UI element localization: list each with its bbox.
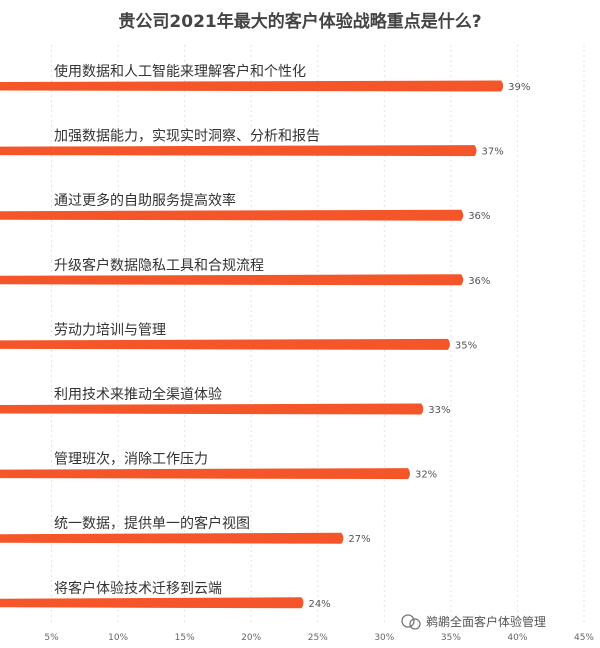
data-label: 36% <box>468 211 490 222</box>
category-label: 使用数据和人工智能来理解客户和个性化 <box>54 63 306 80</box>
category-label: 劳动力培训与管理 <box>54 322 166 338</box>
x-tick-label: 25% <box>308 633 328 643</box>
category-label: 将客户体验技术迁移到云端 <box>54 580 222 597</box>
category-label: 升级客户数据隐私工具和合规流程 <box>54 257 264 274</box>
bar <box>0 145 477 157</box>
grid <box>51 45 585 625</box>
bar <box>0 532 344 544</box>
wechat-icon <box>401 614 421 630</box>
x-tick-label: 20% <box>241 633 261 643</box>
data-label: 27% <box>348 534 370 545</box>
watermark: 鹈鹕全面客户体验管理 <box>401 614 546 630</box>
x-tick-label: 40% <box>507 633 527 643</box>
bar <box>0 80 504 92</box>
data-label: 36% <box>468 276 490 287</box>
bar <box>0 597 304 609</box>
data-label: 32% <box>415 470 437 481</box>
bar <box>0 338 450 350</box>
chart-title: 贵公司2021年最大的客户体验战略重点是什么? <box>118 11 481 32</box>
x-tick-label: 30% <box>374 633 394 643</box>
bar <box>0 274 464 286</box>
watermark-text: 鹈鹕全面客户体验管理 <box>426 614 546 629</box>
bar <box>0 209 464 221</box>
category-label: 利用技术来推动全渠道体验 <box>54 386 222 403</box>
category-label: 加强数据能力，实现实时洞察、分析和报告 <box>54 128 320 145</box>
data-label: 24% <box>308 599 330 610</box>
bar <box>0 468 410 480</box>
bars: 使用数据和人工智能来理解客户和个性化 39% 加强数据能力，实现实时洞察、分析和报告… <box>0 63 530 610</box>
x-tick-label: 5% <box>44 633 59 643</box>
x-tick-label: 45% <box>574 633 594 643</box>
data-label: 39% <box>508 82 530 93</box>
data-label: 33% <box>428 405 450 416</box>
category-label: 管理班次，消除工作压力 <box>54 452 208 468</box>
category-label: 统一数据，提供单一的客户视图 <box>54 515 250 532</box>
x-tick-label: 10% <box>108 633 128 643</box>
x-axis-ticks: 5% 10% 15% 20% 25% 30% 35% 40% 45% <box>44 633 594 643</box>
data-label: 35% <box>455 340 477 351</box>
category-label: 通过更多的自助服务提高效率 <box>54 192 236 209</box>
x-tick-label: 35% <box>441 633 461 643</box>
x-tick-label: 15% <box>175 633 195 643</box>
bar <box>0 403 424 415</box>
data-label: 37% <box>482 147 504 158</box>
